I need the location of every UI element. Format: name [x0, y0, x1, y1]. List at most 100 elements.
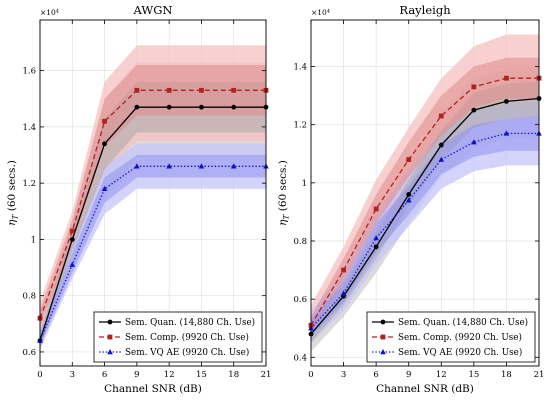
x-tick-label: 15: [468, 370, 479, 380]
y-tick-label: 0.6: [293, 295, 307, 305]
x-tick-label: 12: [436, 370, 447, 380]
data-point: [69, 237, 75, 242]
data-point: [166, 163, 172, 169]
data-point: [373, 235, 379, 241]
y-tick-label: 1.4: [22, 123, 36, 133]
data-point: [199, 104, 204, 110]
data-point: [198, 163, 205, 169]
legend-marker: [380, 319, 386, 325]
data-point: [471, 139, 477, 145]
x-tick-label: 12: [164, 370, 175, 380]
x-axis-label: Channel SNR (dB): [104, 383, 202, 395]
data-point: [373, 244, 379, 250]
y-axis-label: ηT (60 secs.): [277, 160, 291, 226]
legend: Sem. Quan. (14,880 Ch. Use) Sem. Comp. (9…: [366, 311, 536, 363]
y-tick-label: 0.8: [22, 292, 36, 302]
y-tick-label: 1.6: [22, 67, 36, 77]
y-tick-label: 0.8: [293, 237, 307, 247]
data-point: [230, 163, 237, 169]
legend-marker: [107, 334, 113, 340]
data-point: [102, 118, 107, 124]
x-tick-label: 9: [406, 370, 411, 380]
confidence-band-2: [40, 65, 266, 327]
x-tick-label: 21: [534, 370, 545, 380]
data-point: [438, 142, 444, 148]
y-tick-label: 0.6: [22, 348, 36, 358]
x-tick-label: 3: [70, 370, 75, 380]
legend-marker: [380, 349, 386, 355]
data-point: [340, 290, 347, 296]
data-point: [471, 107, 477, 113]
plot-area: [40, 45, 266, 352]
legend-marker: [107, 319, 113, 325]
plot-frame: [39, 19, 267, 367]
y-tick-label: 1.2: [22, 179, 36, 189]
legend-entry-1: Sem. Quan. (14,880 Ch. Use): [125, 317, 255, 328]
data-point: [231, 87, 237, 93]
legend-entry-2: Sem. Comp. (9920 Ch. Use): [398, 332, 522, 343]
data-point: [134, 104, 140, 110]
x-tick-label: 6: [102, 370, 107, 380]
y-tick-label: 1.4: [293, 63, 307, 73]
x-tick-label: 21: [261, 370, 272, 380]
y-multiplier: ×10⁴: [40, 8, 59, 17]
confidence-band-3: [311, 115, 539, 337]
x-tick-label: 18: [501, 370, 512, 380]
legend-entry-2: Sem. Comp. (9920 Ch. Use): [125, 332, 249, 343]
x-tick-label: 6: [373, 370, 378, 380]
legend-entry-3: Sem. VQ AE (9920 Ch. Use): [398, 347, 522, 358]
series-line-1: [40, 106, 266, 341]
data-point: [199, 87, 204, 93]
confidence-band-3: [311, 101, 539, 343]
y-tick-label: 1: [302, 179, 307, 189]
legend: Sem. Quan. (14,880 Ch. Use) Sem. Comp. (9…: [93, 311, 263, 363]
y-axis-label: ηT (60 secs.): [6, 160, 20, 226]
data-point: [134, 163, 140, 169]
data-point: [438, 156, 445, 162]
data-point: [373, 206, 379, 212]
x-tick-label: 0: [37, 370, 42, 380]
data-point: [166, 104, 172, 110]
data-point: [405, 197, 412, 203]
y-multiplier: ×10⁴: [311, 8, 330, 17]
legend-marker: [380, 334, 386, 340]
data-point: [166, 87, 172, 93]
plot-area: [311, 34, 539, 352]
x-tick-label: 0: [308, 370, 313, 380]
data-point: [69, 228, 75, 234]
x-tick-label: 15: [196, 370, 207, 380]
series-line-1: [311, 97, 539, 335]
data-point: [438, 113, 444, 119]
data-point: [69, 261, 76, 267]
confidence-band-3: [40, 143, 266, 350]
y-tick-label: 1: [31, 235, 36, 245]
x-tick-label: 18: [228, 370, 239, 380]
x-tick-label: 9: [134, 370, 139, 380]
legend-marker: [107, 349, 113, 355]
series-line-3: [311, 132, 539, 329]
y-tick-label: 0.4: [293, 353, 307, 363]
data-point: [504, 99, 509, 104]
chart-title: Rayleigh: [399, 3, 451, 17]
data-point: [504, 75, 509, 81]
chart-title: AWGN: [133, 3, 173, 17]
y-tick-label: 1.2: [293, 121, 307, 131]
series-line-3: [40, 165, 266, 341]
legend-entry-1: Sem. Quan. (14,880 Ch. Use): [398, 317, 528, 328]
confidence-band-2: [311, 57, 539, 335]
data-point: [231, 104, 237, 110]
data-point: [102, 141, 107, 147]
data-point: [101, 185, 108, 191]
confidence-band-3: [40, 155, 266, 347]
series-line-2: [311, 77, 539, 326]
plot-frame: [310, 19, 540, 367]
x-tick-label: 3: [341, 370, 346, 380]
confidence-band-1: [311, 81, 539, 343]
x-axis-label: Channel SNR (dB): [376, 383, 474, 395]
data-point: [134, 87, 140, 93]
data-point: [471, 84, 477, 90]
data-point: [406, 157, 412, 162]
data-point: [406, 192, 412, 197]
legend-entry-3: Sem. VQ AE (9920 Ch. Use): [125, 347, 249, 358]
